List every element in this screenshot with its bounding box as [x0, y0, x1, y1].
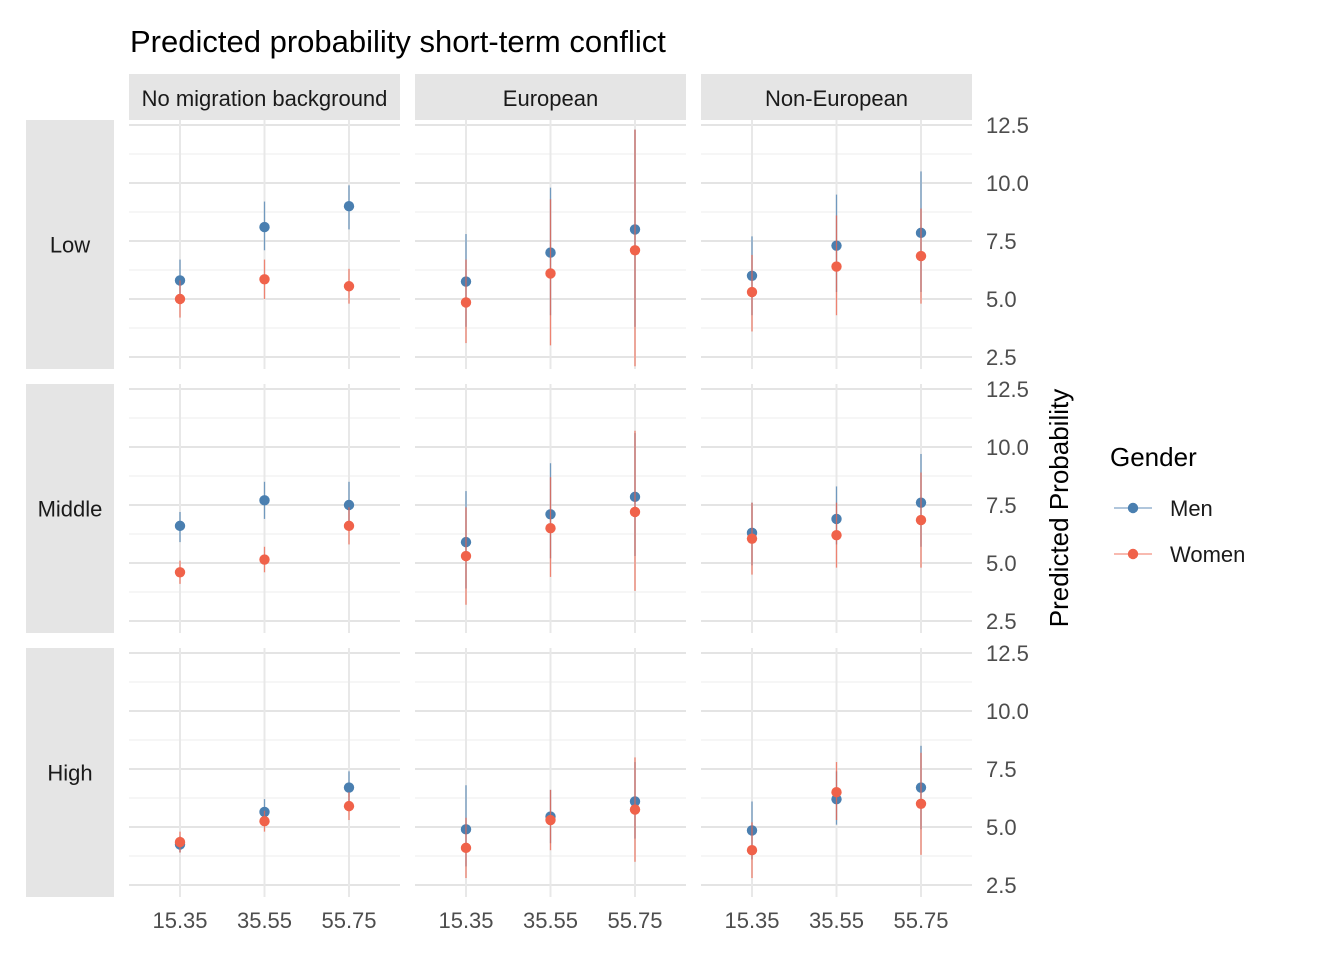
legend: Gender Men Women	[1110, 442, 1245, 567]
legend-title: Gender	[1110, 442, 1197, 472]
x-tick-label: 15.35	[152, 908, 207, 933]
column-strip-bg	[129, 74, 400, 120]
x-tick-label: 55.75	[321, 908, 376, 933]
column-strip-label: No migration background	[142, 86, 388, 111]
x-tick-label: 35.55	[809, 908, 864, 933]
legend-key-point	[1127, 502, 1139, 514]
y-tick-label: 2.5	[986, 873, 1017, 898]
data-point	[915, 798, 927, 809]
data-point	[259, 221, 270, 233]
data-point	[545, 268, 556, 279]
row-strip-bg	[26, 648, 114, 897]
facet-panel	[129, 648, 400, 897]
legend-entry: Women	[1114, 542, 1245, 567]
y-tick-label: 12.5	[986, 113, 1029, 138]
series-group	[460, 129, 641, 367]
column-strip-bg	[701, 74, 972, 120]
row-strip-label: Middle	[38, 497, 103, 522]
y-tick-label: 7.5	[986, 229, 1017, 254]
facet-panel	[415, 648, 686, 897]
data-point	[746, 286, 758, 298]
series-group	[174, 259, 355, 318]
data-point	[259, 495, 270, 506]
data-point	[831, 787, 842, 798]
row-strips: Low Middle High	[26, 120, 114, 897]
column-strip-label: Non-European	[765, 86, 908, 111]
row-strip-bg	[26, 120, 114, 369]
y-tick-label: 10.0	[986, 435, 1029, 460]
data-point	[629, 804, 641, 815]
column-strip-label: European	[503, 86, 598, 111]
data-point	[915, 514, 927, 526]
data-point	[545, 814, 556, 826]
x-tick-label: 55.75	[607, 908, 662, 933]
x-tick-label: 35.55	[237, 908, 292, 933]
facet-panels	[129, 120, 972, 897]
data-point	[460, 550, 472, 562]
x-tick-label: 15.35	[438, 908, 493, 933]
x-axis: 15.35 35.55 55.75 15.35 35.55 55.75 15.35 35.55…	[152, 908, 948, 933]
legend-label: Men	[1170, 496, 1213, 521]
y-tick-label: 10.0	[986, 699, 1029, 724]
data-point	[460, 842, 472, 854]
data-point	[915, 250, 927, 262]
y-tick-label: 5.0	[986, 815, 1017, 840]
data-point	[343, 800, 355, 812]
data-point	[174, 293, 186, 305]
row-strip-label: High	[47, 761, 92, 786]
y-tick-label: 12.5	[986, 641, 1029, 666]
y-tick-label: 2.5	[986, 345, 1017, 370]
data-point	[343, 499, 355, 511]
data-point	[343, 281, 355, 292]
column-strips: No migration background European Non-Europ…	[129, 74, 972, 120]
series-group	[746, 472, 927, 575]
data-point	[259, 816, 270, 827]
row-strip-bg	[26, 384, 114, 633]
series-group	[746, 752, 927, 879]
x-tick-label: 35.55	[523, 908, 578, 933]
data-point	[746, 845, 758, 856]
data-point	[545, 523, 556, 534]
data-point	[831, 261, 842, 272]
data-point	[831, 529, 842, 541]
data-point	[343, 520, 355, 532]
data-point	[629, 506, 641, 518]
x-tick-label: 15.35	[724, 908, 779, 933]
data-point	[629, 245, 641, 256]
x-tick-label: 55.75	[893, 908, 948, 933]
y-tick-label: 7.5	[986, 757, 1017, 782]
legend-label: Women	[1170, 542, 1245, 567]
y-axis-title: Predicted Probability	[1044, 389, 1074, 627]
column-strip-bg	[415, 74, 686, 120]
data-point	[259, 274, 270, 285]
y-tick-label: 7.5	[986, 493, 1017, 518]
y-tick-label: 2.5	[986, 609, 1017, 634]
series-group	[746, 208, 927, 332]
series-group	[460, 430, 641, 605]
y-tick-label: 12.5	[986, 377, 1029, 402]
y-tick-label: 5.0	[986, 287, 1017, 312]
series-group	[460, 757, 641, 879]
legend-key-point	[1127, 548, 1139, 560]
data-point	[343, 201, 355, 212]
facet-panel	[701, 648, 972, 897]
data-point	[174, 520, 186, 532]
y-tick-label: 5.0	[986, 551, 1017, 576]
data-point	[174, 836, 186, 848]
series-group	[174, 792, 355, 853]
data-point	[746, 533, 758, 544]
data-point	[460, 297, 472, 308]
y-axes: 2.5 5.0 7.5 10.0 12.5 2.5 5.0 7.5 10.0 12.5 2.5 5.0…	[986, 113, 1029, 898]
data-point	[174, 567, 186, 578]
series-group	[174, 507, 355, 584]
row-strip-label: Low	[50, 233, 90, 258]
data-point	[343, 782, 355, 793]
data-point	[259, 554, 270, 565]
chart-title: Predicted probability short-term conflic…	[130, 24, 666, 59]
legend-entry: Men	[1114, 496, 1213, 521]
y-tick-label: 10.0	[986, 171, 1029, 196]
